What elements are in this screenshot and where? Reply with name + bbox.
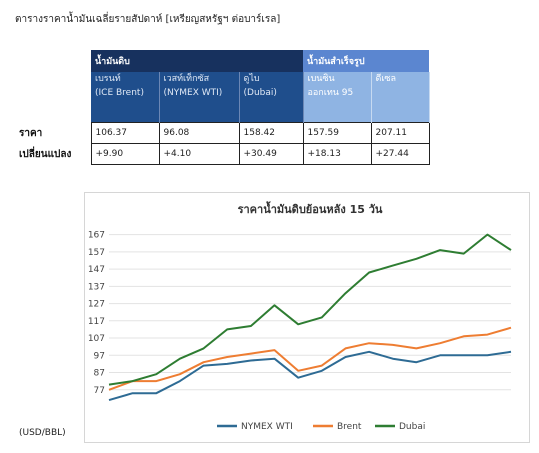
legend-label: Dubai [399,422,425,432]
column-header-line2: (ICE Brent) [95,88,144,98]
y-tick-label: 127 [88,300,105,310]
legend-label: NYMEX WTI [241,422,293,432]
chart-container: ราคาน้ำมันดิบย้อนหลัง 15 วัน 77 87 97 107 117… [84,192,530,443]
table-cell: 157.59 [302,122,372,144]
column-header-line2: ออกเทน 95 [307,88,354,98]
y-tick-label: 147 [88,265,105,275]
empty-corner [15,50,91,72]
crude-oil-group-header: น้ำมันดิบ [91,50,303,72]
y-tick-label: 167 [88,231,105,241]
table-cell: 158.42 [238,122,304,144]
page-title: ตารางราคาน้ำมันเฉลี่ยรายสัปดาห์ [เหรียญส… [15,14,281,25]
column-header-gasoline: เบนซิน ออกเทน 95 [303,72,372,123]
y-tick-label: 77 [94,386,105,396]
table-cell: +30.49 [238,143,304,165]
y-tick-label: 117 [88,317,105,327]
y-tick-label: 137 [88,282,105,292]
table-cell: 106.37 [90,122,160,144]
column-header-line1: ดูไบ [243,74,260,84]
table-row: เปลี่ยนแปลง +9.90 +4.10 +30.49 +18.13 +2… [15,143,430,165]
chart-title: ราคาน้ำมันดิบย้อนหลัง 15 วัน [238,201,383,216]
column-header-line2: (Dubai) [243,88,277,98]
series-line [108,350,512,402]
y-tick-label: 97 [94,351,105,361]
table-cell: 207.11 [370,122,430,144]
table-row: ราคา 106.37 96.08 158.42 157.59 207.11 [15,122,430,144]
column-header-diesel: ดีเซล [371,72,430,123]
legend-label: Brent [337,422,362,432]
table-cell: 96.08 [158,122,240,144]
table-cell: +27.44 [370,143,430,165]
column-header-dubai: ดูไบ (Dubai) [239,72,304,123]
column-header-brent: เบรนท์ (ICE Brent) [91,72,160,123]
table-cell: +4.10 [158,143,240,165]
column-header-line1: เวสท์เท็กซัส [163,74,210,84]
unit-label: (USD/BBL) [19,428,66,438]
y-tick-label: 87 [94,369,105,379]
column-header-wti: เวสท์เท็กซัส (NYMEX WTI) [159,72,240,123]
row-label-change: เปลี่ยนแปลง [19,148,72,160]
oil-price-table: น้ำมันดิบ น้ำมันสำเร็จรูป เบรนท์ (ICE Br… [15,50,430,165]
column-header-line2: (NYMEX WTI) [163,88,223,98]
refined-oil-group-header: น้ำมันสำเร็จรูป [303,50,429,72]
series-line [108,326,512,391]
table-cell: +9.90 [90,143,160,165]
column-header-line1: ดีเซล [375,74,397,84]
empty-corner-sub [15,72,91,123]
series-line [108,233,512,386]
table-cell: +18.13 [302,143,372,165]
column-header-line1: เบนซิน [307,74,335,84]
column-header-line1: เบรนท์ [95,74,121,84]
y-tick-label: 157 [88,248,105,258]
row-label-price: ราคา [19,127,43,139]
y-tick-label: 107 [88,334,105,344]
line-chart: ราคาน้ำมันดิบย้อนหลัง 15 วัน 77 87 97 107 117… [88,201,512,432]
